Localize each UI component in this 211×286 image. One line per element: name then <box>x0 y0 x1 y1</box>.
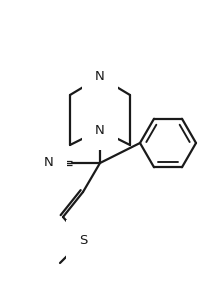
Text: N: N <box>44 156 54 170</box>
Text: N: N <box>95 124 105 136</box>
Text: S: S <box>79 233 87 247</box>
Text: N: N <box>95 71 105 84</box>
